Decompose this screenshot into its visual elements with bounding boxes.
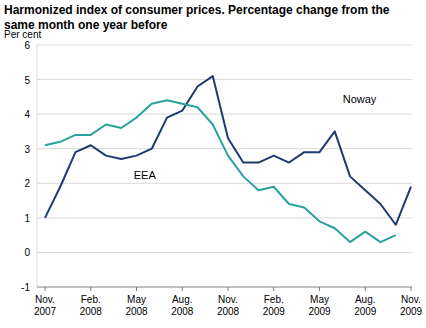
x-tick-label-line: Aug. [172, 294, 193, 305]
y-tick-label: 3 [24, 144, 30, 155]
grid-line [37, 114, 412, 115]
title: Harmonized index of consumer prices. Per… [4, 3, 390, 32]
y-tick-label: 6 [24, 40, 30, 51]
x-tick-label-line: 2008 [217, 306, 240, 317]
x-tick [273, 287, 274, 291]
x-tick-label-line: Nov. [401, 294, 421, 305]
x-tick-label-line: 2009 [400, 306, 423, 317]
y-tick-label: 1 [24, 213, 30, 224]
x-tick [228, 287, 229, 291]
y-tick-label: -1 [21, 282, 30, 293]
grid-line [37, 79, 412, 80]
x-tick [45, 287, 46, 291]
x-tick-label: Aug.2009 [354, 294, 377, 317]
x-tick [411, 287, 412, 291]
x-tick [365, 287, 366, 291]
x-tick-label-line: May [310, 294, 329, 305]
x-tick-label: Aug.2008 [171, 294, 194, 317]
x-tick-label-line: Aug. [355, 294, 376, 305]
y-tick-label: 5 [24, 75, 30, 86]
chart: Harmonized index of consumer prices. Per… [0, 0, 426, 328]
y-tick-label: 4 [24, 109, 30, 120]
x-tick-label-line: 2008 [125, 306, 148, 317]
x-tick-label-line: 2009 [263, 306, 286, 317]
y-tick-label: 0 [24, 247, 30, 258]
x-tick [136, 287, 137, 291]
x-tick-label-line: May [127, 294, 146, 305]
x-tick-label: Nov.2007 [34, 294, 57, 317]
series-line [45, 100, 396, 242]
y-axis-line [37, 45, 38, 287]
x-tick-label-line: Feb. [264, 294, 284, 305]
x-tick-label: Feb.2008 [80, 294, 103, 317]
y-tick-label: 2 [24, 178, 30, 189]
x-tick-label-line: Nov. [218, 294, 238, 305]
x-tick-label: Feb.2009 [263, 294, 286, 317]
x-tick-label: May2008 [125, 294, 148, 317]
x-tick-label-line: 2009 [308, 306, 331, 317]
x-tick [182, 287, 183, 291]
series-line [45, 76, 411, 225]
x-tick-label-line: 2009 [354, 306, 377, 317]
x-tick [90, 287, 91, 291]
plot-area [45, 76, 411, 242]
title-line: Harmonized index of consumer prices. Per… [4, 3, 390, 17]
x-tick-label-line: 2008 [171, 306, 194, 317]
grid-line [37, 45, 412, 46]
grid-line [37, 252, 412, 253]
x-tick-label: Nov.2009 [400, 294, 423, 317]
x-tick-label-line: Nov. [35, 294, 55, 305]
x-tick-label: May2009 [308, 294, 331, 317]
grid-line [37, 217, 412, 218]
series-label: Noway [343, 93, 377, 105]
x-tick-label: Nov.2008 [217, 294, 240, 317]
y-label: Per cent [4, 29, 41, 40]
x-tick-label-line: 2007 [34, 306, 57, 317]
grid-line [37, 287, 412, 288]
grid-line [37, 183, 412, 184]
x-tick [319, 287, 320, 291]
series-label: EEA [134, 169, 157, 181]
x-tick-label-line: 2008 [80, 306, 103, 317]
x-tick-label-line: Feb. [81, 294, 101, 305]
